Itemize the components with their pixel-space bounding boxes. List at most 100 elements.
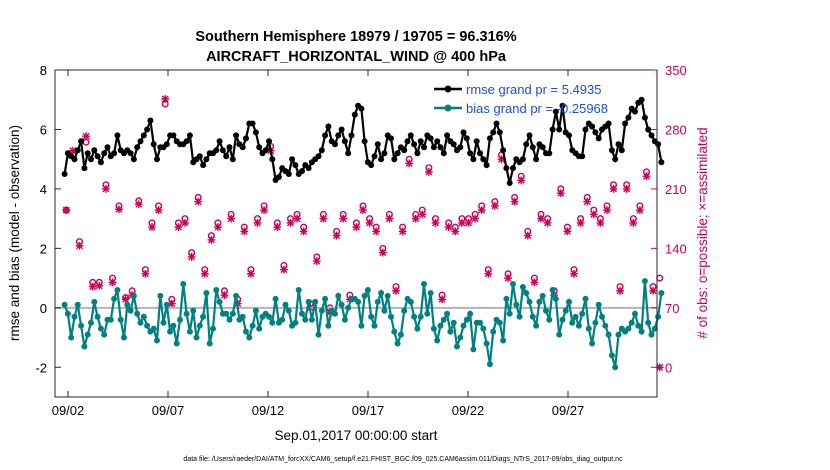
bias-point-173 bbox=[632, 310, 638, 317]
y-axis-label-left: rmse and bias (model - observation) bbox=[7, 125, 22, 341]
bias-point-50 bbox=[226, 316, 233, 323]
bias-point-144 bbox=[536, 298, 543, 305]
obs-assimilated-point-68 bbox=[510, 197, 519, 206]
bias-point-163 bbox=[599, 313, 605, 320]
rmse-point-105 bbox=[407, 132, 414, 139]
obs-assimilated-point-39 bbox=[319, 214, 328, 223]
bias-point-41 bbox=[196, 322, 203, 329]
rmse-point-33 bbox=[170, 132, 177, 139]
bias-point-74 bbox=[305, 298, 312, 305]
rmse-point-106 bbox=[411, 141, 418, 148]
bias-point-137 bbox=[513, 301, 520, 308]
rmse-point-166 bbox=[608, 147, 615, 154]
bias-point-132 bbox=[496, 319, 503, 326]
rmse-point-84 bbox=[338, 126, 345, 133]
bias-point-134 bbox=[503, 295, 510, 302]
obs-assimilated-point-14 bbox=[154, 206, 163, 214]
bias-point-165 bbox=[605, 331, 612, 338]
bias-point-10 bbox=[94, 313, 101, 320]
bias-point-174 bbox=[635, 322, 642, 329]
y-left-tick-label-0: 0 bbox=[40, 301, 47, 316]
obs-assimilated-point-20 bbox=[194, 197, 203, 206]
rmse-point-96 bbox=[378, 156, 385, 163]
rmse-point-126 bbox=[477, 150, 483, 157]
bias-point-27 bbox=[150, 325, 157, 332]
rmse-point-173 bbox=[632, 108, 638, 115]
bias-point-140 bbox=[523, 290, 530, 296]
bias-point-138 bbox=[516, 313, 523, 320]
bias-point-180 bbox=[655, 313, 662, 320]
bias-point-167 bbox=[612, 364, 619, 371]
bias-point-7 bbox=[84, 331, 91, 338]
rmse-point-13 bbox=[104, 144, 111, 151]
bias-point-110 bbox=[424, 310, 431, 317]
obs-assimilated-point-65 bbox=[491, 202, 499, 210]
bias-point-139 bbox=[519, 284, 526, 290]
bias-point-79 bbox=[322, 295, 329, 302]
bias-point-100 bbox=[391, 328, 398, 335]
bias-point-38 bbox=[186, 328, 193, 335]
bias-point-98 bbox=[384, 292, 391, 299]
rmse-point-101 bbox=[394, 150, 401, 157]
bias-point-127 bbox=[480, 325, 487, 332]
bias-point-102 bbox=[397, 331, 404, 338]
bias-point-128 bbox=[483, 340, 490, 347]
rmse-point-83 bbox=[335, 132, 342, 139]
rmse-point-11 bbox=[97, 159, 104, 166]
bias-point-153 bbox=[566, 298, 572, 305]
rmse-point-5 bbox=[78, 138, 85, 145]
bias-point-148 bbox=[549, 287, 556, 293]
obs-assimilated-point-33 bbox=[280, 265, 288, 274]
obs-assimilated-point-15 bbox=[161, 95, 170, 103]
axis-ticks: -2 0 2 4 6 8 0 70 140 210 280 350 09/02 09/07 09/12 09/… bbox=[35, 63, 686, 418]
obs-assimilated-point-48 bbox=[378, 248, 387, 257]
obs-assimilated-point-23 bbox=[214, 223, 222, 231]
obs-assimilated-point-75 bbox=[556, 189, 565, 198]
rmse-point-167 bbox=[612, 156, 619, 163]
obs-assimilated-point-62 bbox=[471, 214, 479, 223]
bias-point-92 bbox=[364, 287, 371, 293]
rmse-point-24 bbox=[140, 132, 147, 139]
y-left-tick-label-6: 6 bbox=[40, 122, 47, 137]
obs-assimilated-point-54 bbox=[418, 210, 427, 219]
obs-assimilated-point-69 bbox=[517, 176, 526, 185]
bias-point-112 bbox=[430, 325, 437, 332]
bias-point-177 bbox=[645, 319, 652, 326]
rmse-point-31 bbox=[163, 141, 170, 148]
bias-point-37 bbox=[183, 310, 190, 317]
bias-point-25 bbox=[144, 322, 151, 329]
bias-point-147 bbox=[546, 316, 553, 323]
rmse-point-153 bbox=[566, 132, 572, 139]
bias-point-106 bbox=[411, 313, 418, 320]
rmse-point-148 bbox=[549, 126, 556, 133]
rmse-point-104 bbox=[404, 138, 411, 145]
bias-point-136 bbox=[510, 281, 516, 287]
bias-point-86 bbox=[345, 304, 352, 311]
rmse-point-15 bbox=[111, 150, 118, 157]
bias-point-156 bbox=[575, 322, 582, 329]
obs-assimilated-point-67 bbox=[504, 274, 512, 282]
obs-assimilated-point-38 bbox=[312, 257, 321, 265]
obs-assimilated-point-77 bbox=[570, 269, 578, 278]
rmse-point-80 bbox=[325, 123, 332, 130]
legend: rmse grand pr = 5.4935 bias grand pr = -… bbox=[434, 82, 608, 116]
rmse-point-145 bbox=[539, 144, 546, 151]
bias-point-133 bbox=[500, 337, 507, 344]
obs-assimilated-point-41 bbox=[332, 231, 341, 240]
bias-point-59 bbox=[256, 325, 263, 332]
rmse-point-112 bbox=[430, 144, 437, 151]
obs-assimilated-point-70 bbox=[523, 231, 532, 240]
bias-point-120 bbox=[457, 334, 464, 341]
bias-point-32 bbox=[167, 328, 174, 335]
bias-point-19 bbox=[124, 301, 131, 308]
obs-assimilated-point-11 bbox=[134, 200, 143, 209]
rmse-point-134 bbox=[503, 165, 510, 172]
bias-point-149 bbox=[552, 295, 559, 302]
bias-point-43 bbox=[203, 290, 210, 296]
rmse-point-69 bbox=[289, 156, 296, 163]
obs-assimilated-point-58 bbox=[444, 223, 453, 231]
bias-point-181 bbox=[658, 290, 665, 296]
bias-point-15 bbox=[111, 295, 118, 302]
bias-point-159 bbox=[585, 325, 592, 332]
bias-point-1 bbox=[64, 310, 71, 317]
